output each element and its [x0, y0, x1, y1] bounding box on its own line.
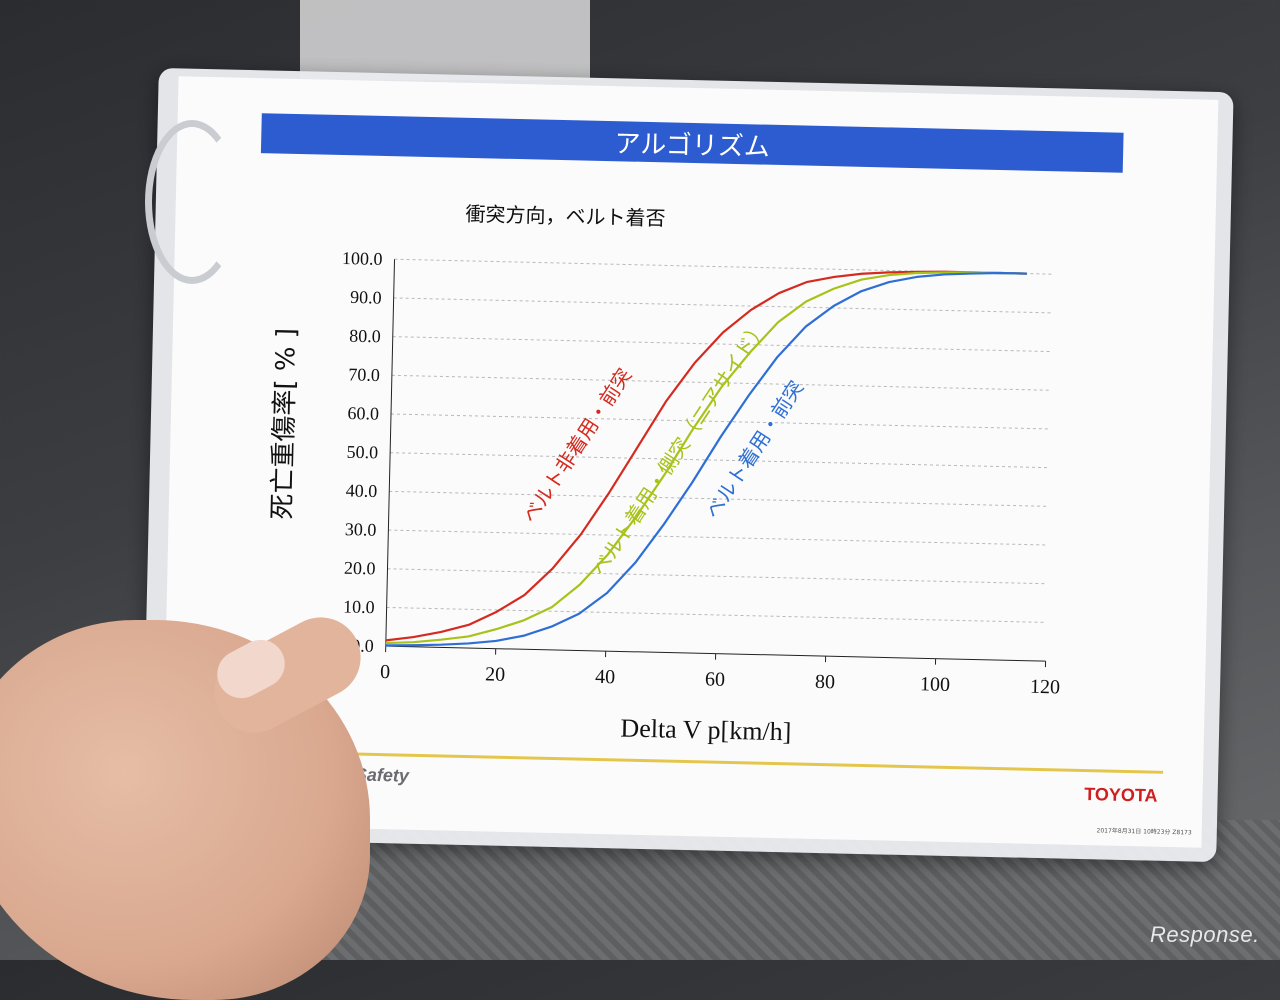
grid-line — [387, 607, 1047, 622]
watermark: Response. — [1150, 922, 1260, 948]
x-tick-label: 100 — [920, 673, 950, 696]
plot-area: 0.010.020.030.040.050.060.070.080.090.01… — [332, 248, 1069, 698]
x-tick-label: 80 — [815, 671, 835, 693]
y-tick-label: 30.0 — [345, 519, 377, 540]
series-line-3 — [386, 259, 1027, 659]
y-axis-label: 死亡重傷率[ % ] — [268, 328, 302, 520]
photo-scene: アルゴリズム 衝突方向，ベルト着否 死亡重傷率[ % ] Delta V p[k… — [0, 0, 1280, 960]
series-line-1 — [386, 259, 1027, 654]
y-tick-label: 10.0 — [343, 596, 375, 617]
y-tick-label: 70.0 — [348, 364, 380, 385]
x-tick-label: 60 — [705, 668, 725, 690]
footer-rule — [323, 752, 1163, 774]
grid-line — [391, 414, 1051, 429]
background-cloth — [300, 0, 590, 80]
x-tick-label: 20 — [485, 663, 505, 685]
grid-line — [390, 453, 1050, 468]
grid-line — [387, 569, 1047, 584]
y-tick-label: 20.0 — [344, 558, 376, 579]
toyota-logo-text: TOYOTA — [1084, 784, 1158, 806]
grid-line — [393, 337, 1053, 352]
grid-line — [394, 298, 1054, 313]
footer-small-text: 2017年8月31日 10時23分 Z8173 — [1096, 826, 1192, 836]
y-axis — [386, 259, 395, 646]
x-axis-label: Delta V p[km/h] — [620, 713, 792, 746]
banner-title: アルゴリズム — [614, 129, 770, 163]
y-tick-label: 60.0 — [347, 403, 379, 424]
y-tick-label: 80.0 — [349, 326, 381, 347]
x-tick-label: 120 — [1030, 676, 1060, 699]
x-tick-label: 0 — [380, 661, 390, 683]
chart-subtitle: 衝突方向，ベルト着否 — [465, 202, 665, 231]
x-tick-label: 40 — [595, 666, 615, 688]
y-tick-label: 40.0 — [346, 480, 378, 501]
series-label-1: ベルト非着用・前突 — [517, 364, 636, 528]
y-tick-label: 90.0 — [350, 287, 382, 308]
y-tick-label: 50.0 — [346, 442, 378, 463]
binder-ring-icon — [145, 120, 239, 284]
grid-line — [388, 530, 1048, 545]
y-tick-label: 100.0 — [342, 248, 383, 269]
